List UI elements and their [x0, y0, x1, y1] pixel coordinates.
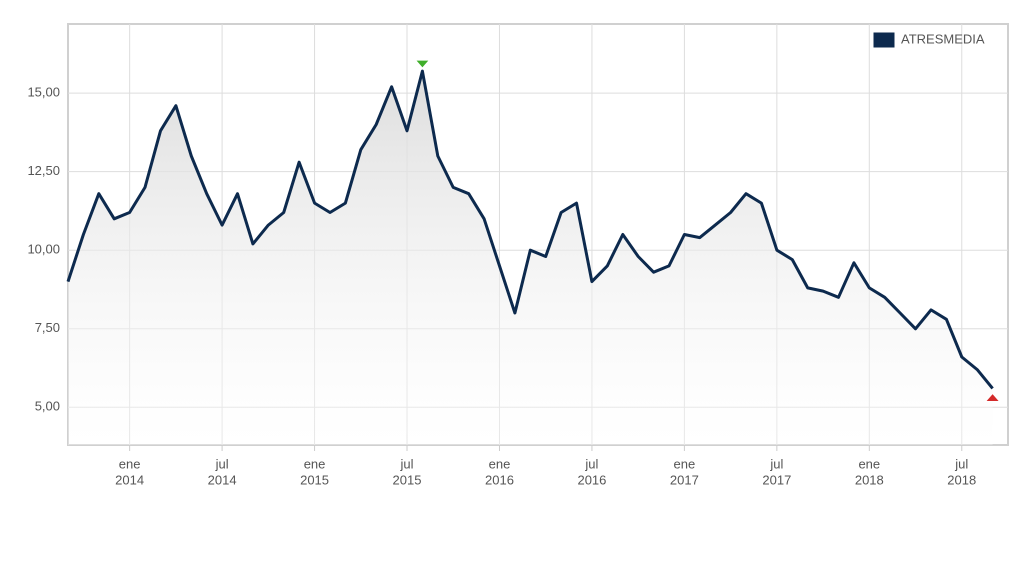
- x-tick-label: 2018: [947, 472, 976, 487]
- x-tick-label: 2016: [577, 472, 606, 487]
- y-tick-label: 7,50: [35, 320, 60, 335]
- x-tick-label: 2017: [762, 472, 791, 487]
- y-tick-label: 12,50: [27, 163, 60, 178]
- x-tick-label: jul: [215, 456, 229, 471]
- x-tick-label: 2018: [855, 472, 884, 487]
- y-tick-label: 10,00: [27, 242, 60, 257]
- y-tick-label: 15,00: [27, 85, 60, 100]
- x-tick-label: jul: [769, 456, 783, 471]
- legend-swatch: [872, 31, 896, 49]
- x-tick-label: jul: [400, 456, 414, 471]
- x-tick-label: ene: [119, 456, 141, 471]
- min-marker: [984, 392, 1001, 402]
- x-tick-label: ene: [489, 456, 511, 471]
- x-tick-label: 2016: [485, 472, 514, 487]
- max-marker: [414, 59, 431, 69]
- legend: ATRESMEDIA: [872, 31, 985, 49]
- x-tick-label: ene: [858, 456, 880, 471]
- y-tick-label: 5,00: [35, 399, 60, 414]
- legend-label: ATRESMEDIA: [901, 31, 985, 46]
- x-tick-label: 2015: [393, 472, 422, 487]
- x-tick-label: jul: [954, 456, 968, 471]
- x-tick-label: 2014: [208, 472, 237, 487]
- x-tick-label: jul: [584, 456, 598, 471]
- x-tick-label: ene: [304, 456, 326, 471]
- x-tick-label: 2017: [670, 472, 699, 487]
- x-tick-label: ene: [674, 456, 696, 471]
- x-tick-label: 2015: [300, 472, 329, 487]
- line: [66, 69, 994, 390]
- x-tick-label: 2014: [115, 472, 144, 487]
